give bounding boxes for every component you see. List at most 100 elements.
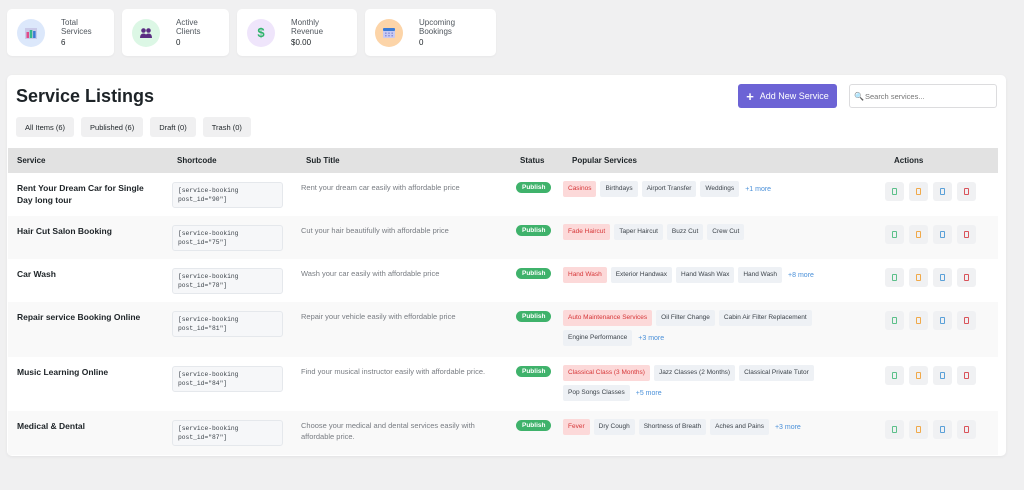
delete-button[interactable] [957,366,976,385]
col-header-service[interactable]: Service [17,156,46,165]
table-row: Car Wash [service-booking post_id="78"] W… [8,259,998,302]
more-link[interactable]: +1 more [745,185,772,193]
service-tag: Hand Wash [738,267,783,283]
status-badge: Publish [516,225,552,236]
stat-value: 0 [176,38,181,47]
more-link[interactable]: +5 more [635,389,662,397]
delete-button[interactable] [957,182,976,201]
shortcode[interactable]: [service-booking post_id="84"] [172,366,283,392]
row-actions [885,182,998,201]
copy-button[interactable] [933,268,952,287]
shortcode[interactable]: [service-booking post_id="87"] [172,420,283,446]
col-header-subtitle[interactable]: Sub Title [306,156,340,165]
service-name[interactable]: Car Wash [17,269,56,279]
shortcode[interactable]: [service-booking post_id="81"] [172,311,283,337]
delete-button[interactable] [957,420,976,439]
more-link[interactable]: +3 more [638,334,665,342]
edit-button[interactable] [909,311,928,330]
filter-trash[interactable]: Trash (0) [202,117,251,137]
service-tag: Jazz Classes (2 Months) [653,365,736,381]
view-button[interactable] [885,311,904,330]
status-badge: Publish [516,366,552,377]
view-button[interactable] [885,366,904,385]
row-actions [885,311,998,330]
delete-button[interactable] [957,311,976,330]
row-actions [885,420,998,439]
popular-services: Hand Wash Exterior Handwax Hand Wash Wax… [563,267,885,283]
delete-icon [964,372,969,379]
delete-icon [964,188,969,195]
stats-bar: Total Services 6 Active Clients 0 $ Mont… [7,9,496,56]
subtitle: Rent your dream car easily with affordab… [301,183,460,192]
view-button[interactable] [885,420,904,439]
service-name[interactable]: Hair Cut Salon Booking [17,226,112,236]
service-tag: Hand Wash Wax [676,267,735,283]
col-header-shortcode[interactable]: Shortcode [177,156,217,165]
popular-services: Fade Haircut Taper Haircut Buzz Cut Crew… [563,224,885,240]
copy-button[interactable] [933,311,952,330]
view-button[interactable] [885,268,904,287]
dollar-icon: $ [247,18,275,47]
edit-icon [916,317,921,324]
delete-button[interactable] [957,225,976,244]
service-name[interactable]: Rent Your Dream Car for Single Day long … [17,183,144,205]
popular-services: Auto Maintenance Services Oil Filter Cha… [563,310,885,346]
more-link[interactable]: +8 more [788,271,814,279]
edit-button[interactable] [909,366,928,385]
table-row: Repair service Booking Online [service-b… [8,302,998,357]
edit-button[interactable] [909,268,928,287]
edit-icon [916,274,921,281]
delete-button[interactable] [957,268,976,287]
service-tag: Aches and Pains [710,419,769,435]
service-tag: Classical Private Tutor [739,365,814,381]
edit-icon [916,426,921,433]
copy-button[interactable] [933,366,952,385]
subtitle: Wash your car easily with affordable pri… [301,269,440,278]
edit-button[interactable] [909,182,928,201]
edit-button[interactable] [909,420,928,439]
view-icon [892,317,897,324]
service-name[interactable]: Medical & Dental [17,421,86,431]
users-icon [132,18,160,47]
subtitle: Repair your vehicle easily with effordab… [301,312,456,321]
col-header-status[interactable]: Status [520,156,545,165]
view-button[interactable] [885,225,904,244]
copy-button[interactable] [933,225,952,244]
stat-card-monthly-revenue: $ Monthly Revenue $0.00 [237,9,357,56]
copy-button[interactable] [933,420,952,439]
service-tag: Buzz Cut [666,224,704,240]
service-tag: Weddings [700,181,740,197]
popular-services: Classical Class (3 Months) Jazz Classes … [563,365,885,401]
more-link[interactable]: +3 more [774,423,801,431]
col-header-popular-services[interactable]: Popular Services [572,156,637,165]
shortcode[interactable]: [service-booking post_id="75"] [172,225,283,251]
table-row: Hair Cut Salon Booking [service-booking p… [8,216,998,259]
services-table: Service Shortcode Sub Title Status Popul… [8,148,998,455]
service-tag: Fever [563,419,590,435]
stat-label: Upcoming Bookings [419,18,456,36]
filter-published[interactable]: Published (6) [81,117,144,137]
stat-label: Total Services [61,18,92,36]
stat-label: Monthly Revenue [291,18,324,36]
service-name[interactable]: Repair service Booking Online [17,312,141,322]
shortcode[interactable]: [service-booking post_id="90"] [172,182,283,208]
view-button[interactable] [885,182,904,201]
filter-draft[interactable]: Draft (0) [150,117,196,137]
col-header-actions: Actions [894,156,924,165]
view-icon [892,426,897,433]
service-tag: Exterior Handwax [610,267,673,283]
service-tag: Shortness of Breath [638,419,707,435]
search-input[interactable] [864,91,995,101]
copy-button[interactable] [933,182,952,201]
add-new-service-button[interactable]: + Add New Service [738,84,837,108]
service-name[interactable]: Music Learning Online [17,367,109,377]
status-badge: Publish [516,182,552,193]
row-actions [885,225,998,244]
popular-services: Casinos Birthdays Airport Transfer Weddi… [563,181,885,197]
shortcode[interactable]: [service-booking post_id="78"] [172,268,283,294]
edit-button[interactable] [909,225,928,244]
plus-icon: + [746,88,754,104]
copy-icon [940,372,945,379]
service-tag: Taper Haircut [614,224,663,240]
filter-all-items[interactable]: All Items (6) [16,117,75,137]
